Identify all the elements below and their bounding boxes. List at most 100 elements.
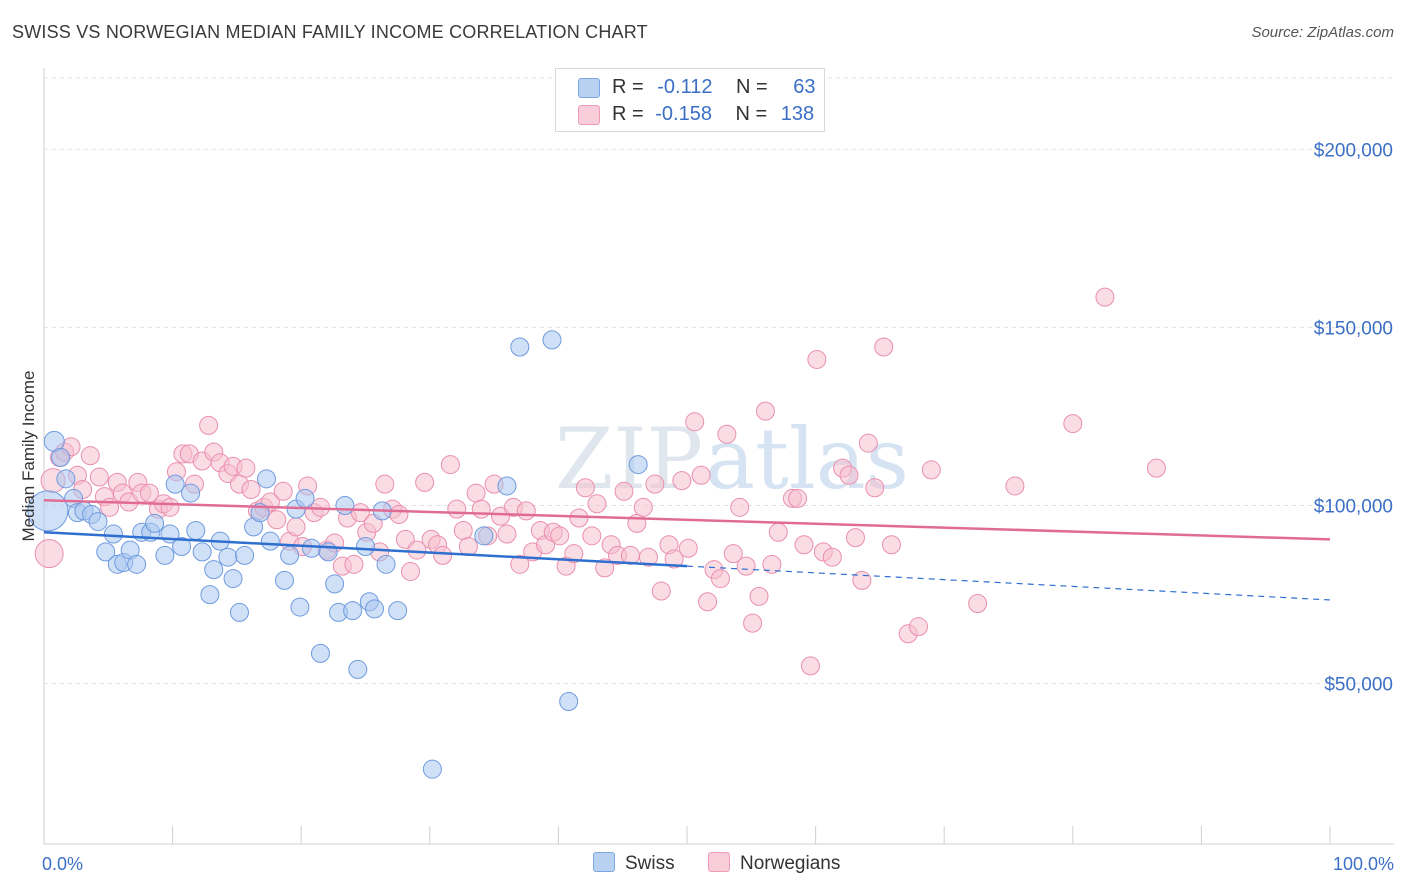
norwegians-point [1063, 414, 1083, 434]
y-tick-label: $200,000 [1314, 140, 1393, 161]
swiss-point [388, 601, 408, 621]
norwegians-point [651, 581, 671, 601]
norwegians-point [407, 540, 427, 560]
stats-legend: R = -0.112 N = 63 R = -0.158 N = 138 [555, 68, 825, 132]
norwegians-point [968, 594, 988, 614]
norwegians-point [881, 535, 901, 555]
gridlines [44, 77, 1394, 685]
norwegians-point [433, 545, 453, 565]
norwegians-point [582, 526, 602, 546]
norwegians-point [510, 554, 530, 574]
norwegians-point [614, 481, 634, 501]
bottom-norwegians-swatch [708, 852, 730, 872]
norwegians-point [768, 522, 788, 542]
y-axis-labels: $50,000 $100,000 $150,000 $200,000 [1314, 140, 1393, 695]
norwegians-point [199, 415, 219, 435]
swiss-point [204, 560, 224, 580]
swiss-n-value: 63 [793, 76, 816, 98]
swiss-point [510, 337, 530, 357]
norwegians-point [717, 424, 737, 444]
norwegians-point [516, 501, 536, 521]
norwegians-point [1095, 287, 1115, 307]
swiss-point [127, 554, 147, 574]
x-tick-label-min: 0.0% [42, 854, 83, 874]
swiss-point [181, 483, 201, 503]
norwegians-trend-line [43, 498, 1331, 541]
x-tick-label-max: 100.0% [1333, 854, 1394, 874]
norwegians-point [633, 497, 653, 517]
norwegians-point [807, 349, 827, 369]
norwegians-point [350, 503, 370, 523]
swiss-point [497, 476, 517, 496]
norwegians-point [908, 617, 928, 637]
norwegians-point [730, 497, 750, 517]
norwegians-point [691, 465, 711, 485]
swiss-trend-extension [686, 565, 1331, 601]
trend-lines [43, 498, 1331, 601]
norwegians-point [645, 474, 665, 494]
norwegians-point [375, 474, 395, 494]
swiss-point [301, 538, 321, 558]
norwegians-point [762, 554, 782, 574]
chart-title: SWISS VS NORWEGIAN MEDIAN FAMILY INCOME … [12, 22, 648, 42]
norwegians-point [736, 556, 756, 576]
bottom-norwegians-label: Norwegians [740, 853, 841, 874]
norwegians-point [286, 517, 306, 537]
norwegians-point [1146, 458, 1166, 478]
y-tick-label: $50,000 [1324, 675, 1393, 696]
norwegians-point [672, 471, 692, 491]
swiss-swatch [578, 78, 600, 98]
norwegians-point [743, 613, 763, 633]
swiss-point [223, 569, 243, 589]
swiss-point [310, 643, 330, 663]
swiss-point [88, 512, 108, 532]
norwegians-point [440, 455, 460, 475]
norwegians-point [822, 547, 842, 567]
swiss-trend-line [43, 531, 688, 568]
norwegians-point [865, 478, 885, 498]
norwegians-point [34, 539, 64, 569]
swiss-point [155, 545, 175, 565]
swiss-point [192, 542, 212, 562]
swiss-point [218, 547, 238, 567]
swiss-point [96, 542, 116, 562]
swiss-point [51, 447, 71, 467]
swiss-point [290, 597, 310, 617]
bottom-swiss-swatch [593, 852, 615, 872]
norwegians-point [575, 478, 595, 498]
swiss-point [145, 513, 165, 533]
norwegians-n-value: 138 [780, 103, 815, 125]
norwegians-point [921, 460, 941, 480]
swiss-point [103, 524, 123, 544]
bottom-legend-swiss: Swiss [593, 852, 675, 875]
norwegians-r-label: R = [612, 103, 644, 125]
norwegians-point [858, 433, 878, 453]
swiss-point [422, 759, 442, 779]
norwegians-r-value: -0.158 [655, 103, 712, 125]
norwegians-point [236, 458, 256, 478]
y-tick-label: $150,000 [1314, 318, 1393, 339]
swiss-points [27, 330, 648, 779]
swiss-point [274, 570, 294, 590]
norwegians-point [852, 570, 872, 590]
norwegians-point [788, 488, 808, 508]
swiss-point [628, 455, 648, 475]
norwegians-point [458, 537, 478, 557]
norwegians-point [800, 656, 820, 676]
norwegians-point [595, 558, 615, 578]
swiss-point [356, 537, 375, 557]
swiss-point [186, 520, 206, 540]
swiss-point [325, 574, 345, 594]
norwegians-point [89, 467, 109, 487]
axes [43, 68, 1394, 845]
norwegians-point [453, 520, 473, 540]
norwegians-point [241, 480, 261, 500]
norwegians-point [569, 508, 589, 528]
swiss-point [229, 602, 249, 622]
norwegians-point [698, 592, 718, 612]
norwegians-point [267, 510, 287, 530]
swiss-point [280, 545, 300, 565]
swiss-r-value: -0.112 [657, 76, 713, 98]
norwegians-point [664, 549, 684, 569]
swiss-point [56, 469, 76, 489]
